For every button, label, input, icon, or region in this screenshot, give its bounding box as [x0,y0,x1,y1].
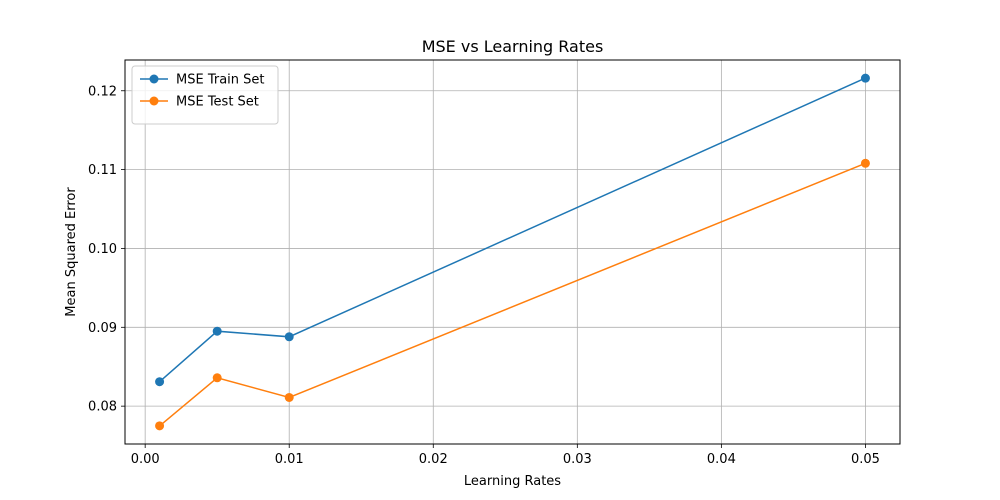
legend-box [131,65,279,125]
legend-label: MSE Train Set [176,73,265,88]
axis-ticks: 0.00 0.01 0.02 0.03 0.04 0.05 0.08 0.09 0.10 0.11… [88,84,880,467]
series-layer [155,73,870,431]
x-tick-label: 0.04 [707,452,736,467]
data-point-mse-test-set [155,421,165,431]
x-tick-label: 0.00 [131,452,160,467]
legend-marker [149,96,159,106]
legend-label: MSE Test Set [176,95,259,110]
y-tick-label: 0.10 [88,242,117,257]
y-tick-label: 0.09 [88,321,117,336]
data-point-mse-test-set [860,158,870,168]
legend: MSE Train Set MSE Test Set [131,65,279,125]
chart-title: MSE vs Learning Rates [422,37,604,56]
data-point-mse-test-set [212,373,222,383]
x-tick-label: 0.05 [851,452,880,467]
x-tick-label: 0.01 [275,452,304,467]
y-tick-label: 0.11 [88,163,117,178]
series-line-mse-test-set [159,162,866,427]
y-tick-label: 0.12 [88,84,117,99]
legend-marker [149,74,159,84]
y-axis-label: Mean Squared Error [64,187,79,317]
x-axis-label: Learning Rates [464,474,561,489]
data-point-mse-train-set [155,377,165,387]
data-point-mse-train-set [212,326,222,336]
plot-area [124,59,901,445]
x-tick-label: 0.02 [419,452,448,467]
grid [125,60,900,444]
y-tick-label: 0.08 [88,400,117,415]
x-tick-label: 0.03 [563,452,592,467]
series-line-mse-train-set [159,77,866,383]
data-point-mse-train-set [860,73,870,83]
data-point-mse-test-set [284,392,294,402]
data-point-mse-train-set [284,332,294,342]
